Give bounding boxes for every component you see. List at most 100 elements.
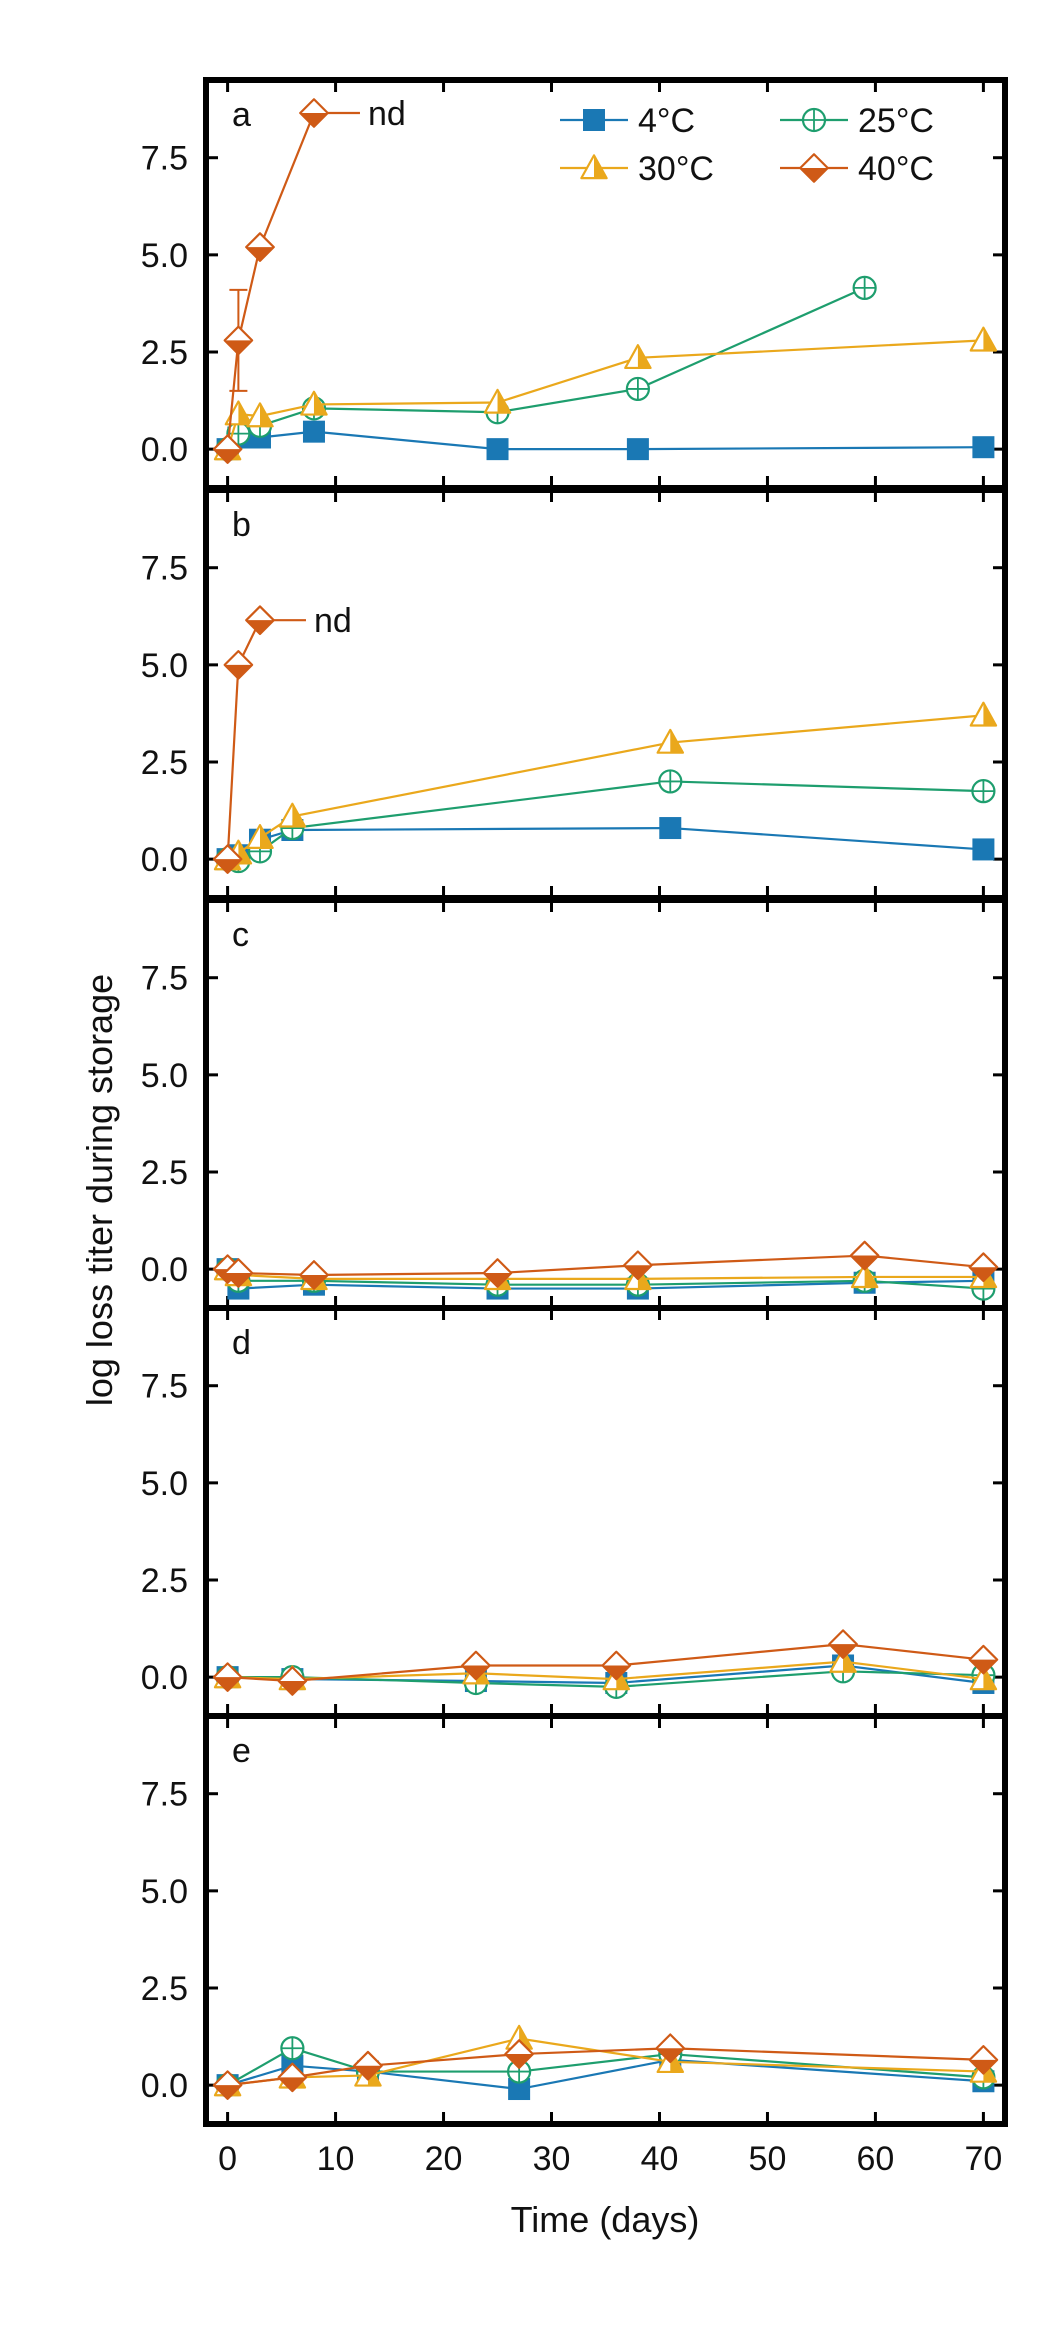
- y-tick-label: 2.5: [141, 334, 188, 372]
- data-point: [626, 438, 649, 461]
- data-point: [277, 1666, 308, 1696]
- data-point: [483, 388, 512, 414]
- panel-letter: b: [232, 506, 251, 544]
- data-point: [972, 436, 995, 459]
- data-point: [212, 1662, 243, 1692]
- panel-c: c 0.0 2.5 5.0 7.5: [141, 897, 1008, 1311]
- y-tick-label: 0.0: [141, 1659, 188, 1697]
- x-tick-label: 50: [749, 2140, 787, 2178]
- annotation-text: nd: [368, 95, 406, 133]
- data-point: [223, 325, 254, 356]
- data-point: [850, 1263, 879, 1289]
- y-tick-label: 5.0: [141, 647, 188, 685]
- series-line: [227, 2047, 984, 2087]
- series-30c: [213, 701, 998, 871]
- panel-letter: a: [232, 96, 251, 134]
- series-40c: [212, 1629, 999, 1696]
- data-point: [302, 420, 325, 443]
- data-point: [223, 1258, 254, 1288]
- series-line: [227, 780, 984, 863]
- data-point: [971, 779, 996, 804]
- series-line: [226, 430, 984, 451]
- legend-entry-40c: 40°C: [780, 150, 934, 188]
- y-tick-label: 2.5: [141, 1562, 188, 1600]
- data-point: [659, 817, 682, 840]
- series-line: [226, 112, 315, 450]
- series-25c: [215, 769, 996, 874]
- x-tick-label: 60: [857, 2140, 895, 2178]
- data-point: [299, 98, 329, 128]
- data-point: [223, 650, 254, 680]
- data-point: [601, 1650, 632, 1681]
- data-point: [852, 275, 877, 300]
- x-tick-label: 20: [425, 2140, 463, 2178]
- series-25c: [215, 2036, 996, 2098]
- data-point: [655, 2033, 686, 2064]
- data-point: [968, 1644, 999, 1675]
- data-point: [245, 232, 275, 262]
- y-tick-label: 5.0: [141, 1873, 188, 1911]
- y-tick-label: 5.0: [141, 1057, 188, 1095]
- y-tick-label: 0.0: [141, 1251, 188, 1289]
- data-point: [504, 2039, 534, 2069]
- y-tick-label: 2.5: [141, 1970, 188, 2008]
- panel-d: d 0.0 2.5 5.0 7.5: [141, 1305, 1008, 1719]
- data-point: [461, 1650, 491, 1681]
- data-point: [969, 701, 998, 727]
- y-tick-label: 0.0: [141, 431, 188, 469]
- series-4c: [216, 817, 995, 871]
- y-tick-label: 7.5: [141, 1776, 188, 1814]
- data-point: [482, 1258, 513, 1288]
- data-point: [300, 390, 328, 416]
- legend-marker: [583, 109, 605, 131]
- data-point: [278, 802, 307, 828]
- y-tick-label: 7.5: [141, 140, 188, 178]
- legend-label: 25°C: [858, 102, 934, 140]
- y-axis-label: log loss titer during storage: [79, 974, 120, 1406]
- panel-frame: [203, 897, 1008, 1311]
- data-point: [353, 2050, 383, 2081]
- series-40c: [212, 605, 275, 874]
- data-point: [969, 1665, 998, 1691]
- series-40c: [212, 1240, 999, 1290]
- nd-annotation: nd: [273, 602, 352, 640]
- data-point: [849, 1240, 880, 1271]
- series-40c: [212, 2033, 999, 2100]
- y-tick-label: 2.5: [141, 1154, 188, 1192]
- x-tick-label: 30: [533, 2140, 571, 2178]
- data-point: [828, 1629, 858, 1659]
- legend-marker: [580, 154, 608, 180]
- legend-marker: [801, 107, 827, 133]
- panel-letter: e: [232, 1732, 251, 1770]
- x-tick-label: 10: [317, 2140, 355, 2178]
- y-tick-label: 7.5: [141, 960, 188, 998]
- data-point: [658, 769, 683, 794]
- data-point: [245, 605, 275, 636]
- legend-label: 4°C: [638, 102, 695, 140]
- data-point: [299, 1260, 329, 1290]
- y-tick-label: 0.0: [141, 2067, 188, 2105]
- legend-entry-30c: 30°C: [560, 150, 714, 188]
- data-point: [624, 344, 652, 370]
- legend-entry-4c: 4°C: [560, 102, 695, 140]
- data-point: [508, 2078, 531, 2101]
- annotation-text: nd: [314, 602, 352, 640]
- x-axis-label: Time (days): [511, 2199, 700, 2240]
- x-tick-label: 0: [218, 2140, 237, 2178]
- panels: a 0.0 2.5 5.0 7.5 nd 4°C 25°C 30°C 40°C b 0.0 2.5 5.0…: [141, 77, 1008, 2178]
- data-point: [246, 824, 274, 849]
- data-point: [246, 402, 274, 428]
- data-point: [968, 1252, 999, 1283]
- y-tick-label: 5.0: [141, 1465, 188, 1503]
- data-point: [623, 1250, 653, 1281]
- panel-frame: [203, 1305, 1008, 1719]
- legend-marker: [799, 153, 829, 183]
- panel-frame: [203, 1713, 1008, 2127]
- nd-annotation: nd: [327, 95, 406, 133]
- y-tick-label: 7.5: [141, 1368, 188, 1406]
- data-point: [972, 838, 995, 861]
- panel-letter: d: [232, 1324, 251, 1362]
- panel-letter: c: [232, 916, 249, 954]
- data-point: [968, 2045, 999, 2075]
